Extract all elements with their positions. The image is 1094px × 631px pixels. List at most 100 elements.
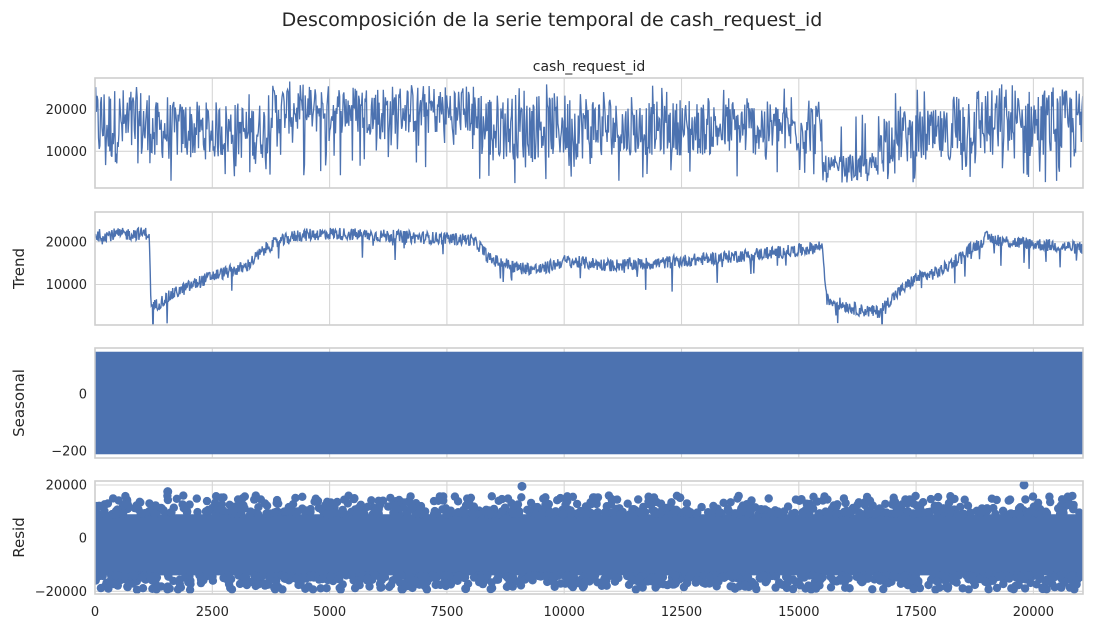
resid-point: [175, 579, 184, 588]
resid-point: [363, 502, 372, 511]
resid-point: [322, 584, 331, 593]
resid-point: [764, 494, 773, 503]
resid-point: [634, 495, 643, 504]
resid-point: [1057, 495, 1067, 504]
resid-point: [837, 575, 846, 584]
plot-border: [94, 347, 1084, 459]
resid-point: [913, 508, 922, 518]
resid-point: [241, 572, 250, 581]
resid-point: [625, 510, 635, 519]
resid-point: [623, 499, 632, 508]
resid-point: [684, 573, 694, 583]
x-tick-label: 17500: [895, 605, 936, 620]
resid-point: [616, 510, 626, 519]
resid-point: [715, 508, 724, 517]
resid-point: [719, 498, 728, 507]
x-tick-label: 10000: [544, 605, 585, 620]
resid-point: [933, 492, 943, 502]
resid-point: [306, 507, 315, 517]
resid-point: [923, 508, 932, 517]
resid-point: [948, 495, 957, 504]
resid-point: [741, 580, 750, 590]
resid-point: [879, 584, 888, 594]
resid-point: [503, 494, 513, 503]
resid-point: [228, 502, 238, 512]
x-tick-label: 5000: [313, 605, 346, 620]
resid-point: [998, 506, 1008, 515]
resid-point: [502, 582, 512, 591]
resid-point: [888, 500, 897, 509]
resid-point: [1056, 510, 1065, 519]
resid-point: [881, 499, 890, 509]
resid-point: [941, 574, 951, 584]
resid-point: [553, 496, 562, 505]
resid-point: [365, 582, 374, 591]
resid-point: [392, 504, 401, 513]
resid-point: [999, 579, 1008, 589]
resid-point: [926, 494, 936, 504]
resid-point: [723, 504, 733, 514]
resid-point: [932, 577, 941, 586]
resid-point: [406, 492, 415, 501]
resid-point: [376, 574, 386, 584]
resid-point: [442, 509, 451, 519]
resid-point: [163, 495, 173, 505]
resid-point: [338, 505, 347, 515]
resid-point: [1020, 584, 1030, 593]
resid-point: [1050, 573, 1059, 582]
resid-point: [172, 494, 181, 503]
resid-point: [179, 504, 188, 513]
resid-point: [316, 584, 325, 593]
resid-point: [759, 571, 768, 580]
resid-point: [801, 505, 811, 514]
resid-point: [562, 573, 572, 582]
resid-point: [217, 493, 226, 502]
resid-point: [421, 572, 430, 581]
resid-point: [771, 572, 781, 581]
resid-point: [526, 498, 536, 508]
resid-point: [816, 574, 826, 584]
resid-point: [634, 574, 644, 584]
resid-point: [536, 572, 545, 581]
resid-point: [864, 573, 873, 582]
resid-point: [909, 584, 918, 594]
resid-point: [1068, 581, 1078, 590]
resid-point: [108, 494, 118, 503]
resid-point: [461, 584, 471, 594]
resid-point: [253, 510, 263, 519]
y-tick-label: 10000: [46, 278, 87, 293]
resid-point: [845, 509, 855, 518]
resid-point: [900, 571, 909, 581]
resid-point: [541, 493, 550, 502]
resid-point: [516, 581, 526, 590]
resid-point: [210, 498, 220, 508]
resid-point: [408, 503, 417, 512]
resid-point: [296, 580, 305, 589]
resid-band: [95, 514, 1083, 576]
resid-point: [788, 584, 798, 594]
x-tick-label: 7500: [430, 605, 463, 620]
resid-point: [469, 502, 479, 511]
resid-point: [517, 481, 527, 491]
resid-point: [931, 585, 940, 594]
resid-point: [1005, 574, 1014, 583]
resid-point: [120, 571, 129, 581]
resid-point: [804, 581, 813, 590]
resid-point: [1009, 585, 1018, 594]
resid-point: [251, 571, 260, 581]
resid-point: [98, 509, 108, 518]
resid-point: [326, 572, 335, 581]
resid-point: [992, 583, 1002, 593]
resid-point: [386, 580, 396, 589]
resid-point: [567, 581, 576, 590]
resid-point: [841, 583, 850, 592]
resid-point: [912, 501, 921, 510]
resid-point: [844, 574, 853, 583]
resid-point: [783, 502, 793, 511]
resid-point: [370, 571, 380, 580]
resid-point: [966, 508, 975, 517]
resid-point: [1016, 572, 1025, 582]
y-tick-label: 0: [79, 532, 87, 547]
resid-point: [240, 492, 249, 501]
resid-point: [752, 584, 761, 594]
